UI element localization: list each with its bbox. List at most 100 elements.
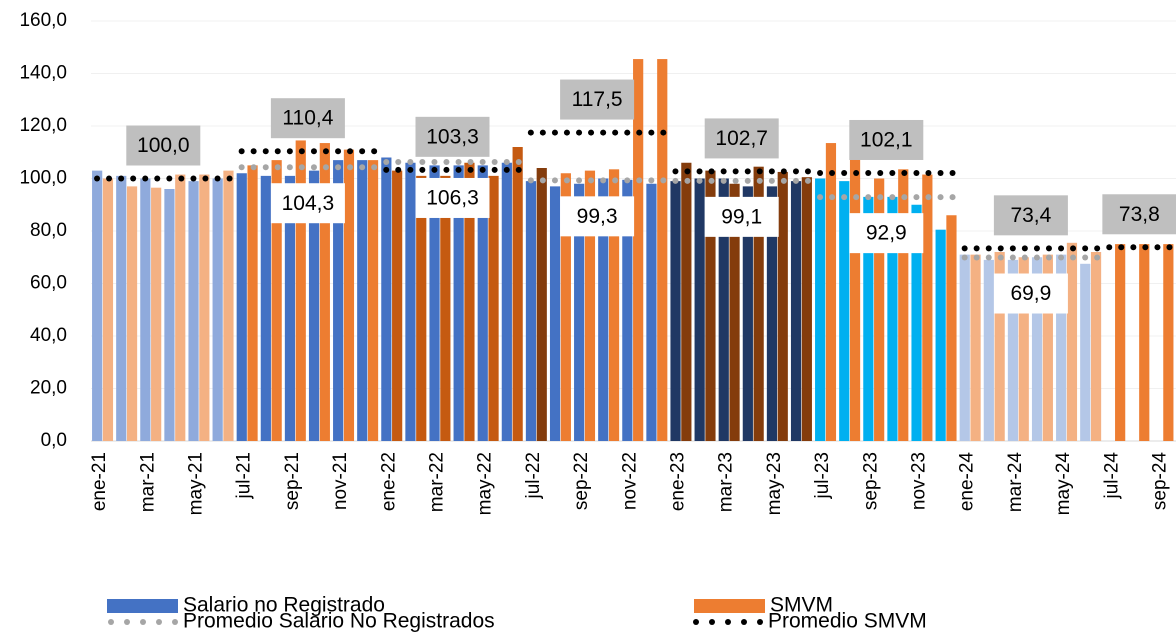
- data-label: 69,9: [1010, 282, 1051, 305]
- average-dot: [913, 169, 920, 176]
- average-dot: [1045, 254, 1052, 261]
- average-dot: [431, 158, 438, 165]
- average-dot: [359, 148, 366, 155]
- x-tick-label: sep-24: [1149, 452, 1170, 511]
- average-dot: [696, 177, 703, 184]
- average-dot: [829, 169, 836, 176]
- average-dot: [925, 169, 932, 176]
- average-dot: [660, 177, 667, 184]
- bar: [477, 165, 488, 441]
- average-dot: [286, 164, 293, 171]
- bar: [116, 175, 127, 441]
- average-dot: [1118, 244, 1125, 251]
- y-tick-label: 160,0: [19, 10, 67, 31]
- y-tick-label: 60,0: [30, 273, 67, 294]
- average-dot: [588, 129, 595, 136]
- x-tick-label: mar-24: [1005, 452, 1026, 513]
- average-dot: [901, 169, 908, 176]
- data-label: 92,9: [866, 222, 907, 245]
- average-dot: [756, 168, 763, 175]
- bar: [453, 165, 464, 441]
- average-dot: [443, 166, 450, 173]
- average-dot: [732, 168, 739, 175]
- bar: [429, 165, 440, 441]
- legend-label: Promedio Salario No Registrados: [183, 610, 495, 633]
- average-dot: [310, 148, 317, 155]
- average-dot: [190, 175, 197, 182]
- average-dot: [407, 166, 414, 173]
- x-tick-label: ene-24: [957, 452, 978, 512]
- average-dot: [154, 175, 161, 182]
- average-dot: [576, 129, 583, 136]
- average-dot: [672, 168, 679, 175]
- average-dot: [118, 175, 125, 182]
- bar: [549, 186, 561, 441]
- average-dot: [1045, 245, 1052, 252]
- average-dot: [166, 175, 173, 182]
- bar: [874, 178, 885, 441]
- bar: [574, 183, 585, 441]
- average-dot: [997, 254, 1004, 261]
- average-dot: [744, 168, 751, 175]
- average-dot: [925, 194, 932, 201]
- bar: [357, 160, 368, 441]
- average-dot: [804, 177, 811, 184]
- bar: [729, 183, 740, 441]
- bar: [333, 160, 344, 441]
- bar: [236, 173, 247, 441]
- data-label: 73,4: [1010, 204, 1051, 227]
- x-tick-label: may-23: [764, 452, 785, 515]
- average-dot: [865, 169, 872, 176]
- average-dot: [527, 129, 534, 136]
- bar: [512, 147, 523, 441]
- legend-swatch: [725, 619, 731, 625]
- average-dot: [298, 148, 305, 155]
- average-dot: [937, 194, 944, 201]
- average-dot: [949, 169, 956, 176]
- legend-swatch: [172, 619, 178, 625]
- bar: [790, 181, 802, 441]
- label-box: [849, 119, 924, 160]
- average-dot: [600, 177, 607, 184]
- average-dot: [1106, 244, 1113, 251]
- average-dot: [551, 177, 558, 184]
- average-dot: [877, 194, 884, 201]
- y-tick-label: 140,0: [19, 63, 67, 84]
- average-dot: [286, 148, 293, 155]
- x-tick-label: mar-23: [716, 452, 737, 512]
- average-dot: [443, 158, 450, 165]
- average-dot: [335, 148, 342, 155]
- bar: [1080, 263, 1091, 441]
- average-dot: [949, 194, 956, 201]
- legend-swatch: [757, 619, 763, 625]
- average-dot: [792, 168, 799, 175]
- y-tick-label: 80,0: [30, 220, 67, 241]
- bar: [343, 149, 355, 441]
- x-tick-label: may-21: [185, 452, 206, 515]
- average-dot: [106, 175, 113, 182]
- bar: [694, 178, 705, 441]
- bar: [284, 175, 296, 441]
- bar: [464, 162, 475, 441]
- average-dot: [262, 148, 269, 155]
- average-dot: [720, 168, 727, 175]
- average-dot: [780, 168, 787, 175]
- bar: [598, 178, 609, 441]
- average-dot: [708, 177, 715, 184]
- average-dot: [648, 177, 655, 184]
- data-label: 102,7: [715, 127, 768, 150]
- average-dot: [94, 175, 101, 182]
- bar: [633, 59, 644, 441]
- bar: [777, 171, 788, 441]
- data-label: 99,3: [577, 205, 618, 228]
- bar: [488, 175, 499, 441]
- bar: [1031, 257, 1043, 441]
- average-dot: [1070, 254, 1077, 261]
- average-dot: [1094, 254, 1101, 261]
- legend-swatch: [694, 599, 765, 613]
- bar: [223, 170, 234, 441]
- bar: [983, 259, 994, 441]
- average-dot: [371, 164, 378, 171]
- bar: [718, 178, 729, 441]
